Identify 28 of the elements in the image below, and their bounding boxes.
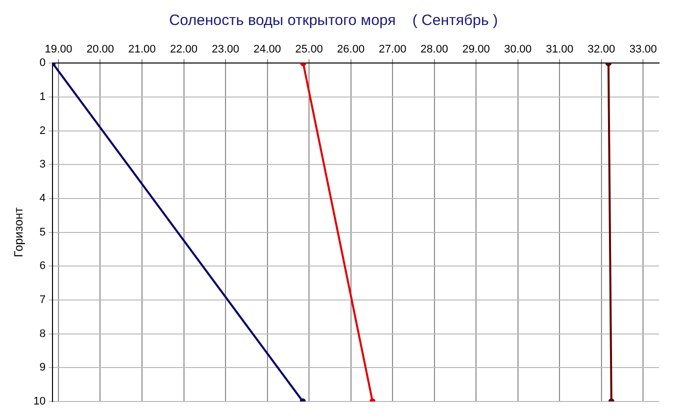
x-tick-label: 25.00 bbox=[295, 44, 323, 56]
y-tick-label: 2 bbox=[40, 124, 46, 137]
x-tick-label: 19.00 bbox=[44, 44, 72, 56]
x-tick-label: 31.00 bbox=[546, 44, 574, 56]
x-tick-label: 20.00 bbox=[86, 44, 114, 56]
y-tick-label: 3 bbox=[40, 158, 46, 171]
y-tick-label: 1 bbox=[40, 91, 46, 104]
y-tick-label: 6 bbox=[40, 260, 46, 272]
x-tick-label: 23.00 bbox=[212, 44, 240, 56]
x-tick-label: 24.00 bbox=[254, 44, 282, 56]
y-axis-title: Горизонт bbox=[12, 206, 26, 258]
y-tick-label: 9 bbox=[40, 362, 46, 374]
y-tick-label: 7 bbox=[40, 294, 46, 306]
y-tick-label: 4 bbox=[40, 192, 46, 205]
y-tick-label: 5 bbox=[40, 226, 46, 238]
x-tick-label: 33.00 bbox=[629, 44, 657, 56]
x-tick-label: 28.00 bbox=[420, 44, 448, 56]
x-tick-label: 22.00 bbox=[170, 44, 198, 56]
y-tick-label: 10 bbox=[33, 395, 46, 408]
x-tick-label: 27.00 bbox=[378, 44, 406, 56]
y-tick-label: 8 bbox=[40, 328, 46, 340]
x-tick-label: 32.00 bbox=[588, 44, 616, 56]
x-tick-label: 30.00 bbox=[504, 44, 532, 56]
y-tick-label: 0 bbox=[40, 57, 46, 70]
x-tick-label: 29.00 bbox=[462, 44, 490, 56]
x-tick-label: 21.00 bbox=[128, 44, 156, 56]
x-tick-label: 26.00 bbox=[337, 44, 365, 56]
chart-title: Соленость воды открытого моря ( Сентябрь ) bbox=[169, 12, 498, 30]
